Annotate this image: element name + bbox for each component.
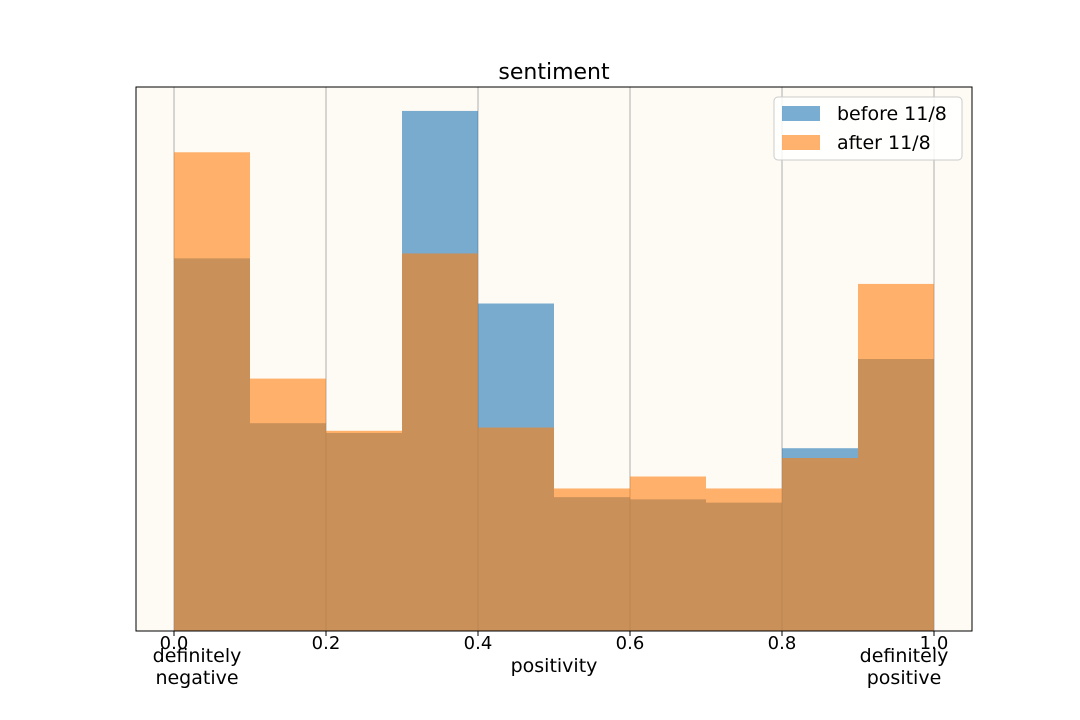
annotation-line: negative <box>155 667 238 689</box>
x-axis: 0.0 0.2 0.4 0.6 0.8 1.0 <box>160 631 949 654</box>
x-tick-label: 1.0 <box>920 633 949 654</box>
bar-after-0 <box>174 152 250 631</box>
bar-after-2 <box>326 430 402 631</box>
plot-frame <box>135 86 973 632</box>
bar-after-6 <box>630 476 706 631</box>
chart-title: sentiment <box>498 60 610 85</box>
x-tick-label: 0.4 <box>464 633 493 654</box>
legend-label: before 11/8 <box>837 103 947 125</box>
x-tick-label: 0.8 <box>768 633 797 654</box>
annotation-line: positive <box>867 667 942 689</box>
bar-after-5 <box>554 488 630 631</box>
legend-swatch <box>782 135 820 150</box>
bar-after-3 <box>402 253 478 632</box>
legend-label: after 11/8 <box>837 132 931 154</box>
legend-swatch <box>782 106 820 121</box>
x-tick-label: 0.0 <box>160 633 189 654</box>
x-axis-label: positivity <box>511 655 598 677</box>
bar-after-9 <box>858 283 934 631</box>
annotation-line: definitely <box>153 645 242 667</box>
legend: before 11/8 after 11/8 <box>773 96 963 161</box>
x-tick-label: 0.2 <box>312 633 341 654</box>
x-tick-label: 0.6 <box>616 633 645 654</box>
bar-after-1 <box>250 378 326 631</box>
annotation-line: definitely <box>860 645 949 667</box>
legend-box <box>773 96 963 161</box>
bar-after-4 <box>478 427 554 631</box>
bars <box>174 110 934 632</box>
bar-after-8 <box>782 458 858 631</box>
bar-after-7 <box>706 488 782 631</box>
